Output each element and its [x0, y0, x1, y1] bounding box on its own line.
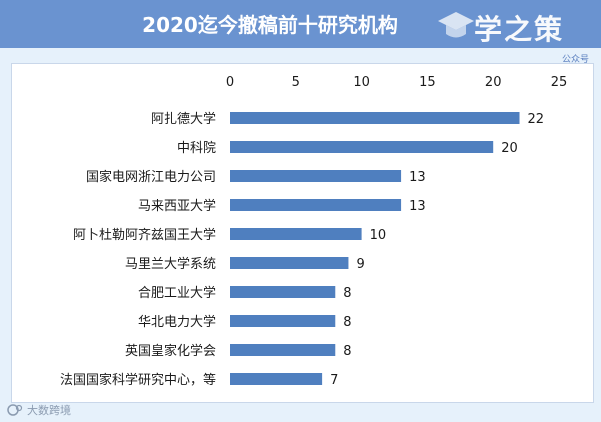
x-tick-label: 15	[419, 75, 436, 90]
bar	[230, 141, 494, 153]
title-banner	[0, 0, 601, 48]
logo-wordmark: 学之策	[474, 13, 565, 46]
x-tick-label: 20	[485, 75, 502, 90]
bar-chart: 0 5 10 15 20 25 阿扎德大学中科院国家电网浙江电力公司马来西亚大学阿卜杜勒阿…	[60, 75, 568, 388]
category-label: 法国国家科学研究中心，等	[60, 372, 216, 388]
data-label: 13	[409, 199, 426, 214]
category-label: 马来西亚大学	[138, 198, 216, 214]
bar	[230, 228, 362, 240]
data-label: 8	[343, 315, 351, 330]
watermark-text: 大数跨境	[27, 404, 71, 417]
data-label: 20	[501, 141, 518, 156]
data-label: 22	[528, 112, 545, 127]
category-label: 中科院	[177, 141, 216, 156]
watermark-logo-icon	[7, 404, 23, 416]
category-label: 英国皇家化学会	[125, 343, 216, 359]
chart-title: 2020迄今撤稿前十研究机构	[142, 13, 398, 37]
category-label: 国家电网浙江电力公司	[86, 169, 216, 185]
category-label: 合肥工业大学	[138, 285, 216, 301]
logo-subtext: 公众号	[562, 55, 590, 65]
x-tick-label: 5	[292, 75, 300, 90]
bar	[230, 257, 349, 269]
x-tick-label: 10	[353, 75, 370, 90]
category-label: 阿卜杜勒阿齐兹国王大学	[73, 227, 216, 243]
bar	[230, 199, 402, 211]
graduation-cap-icon	[438, 12, 474, 38]
data-label: 8	[343, 344, 351, 359]
x-tick-label: 0	[226, 75, 234, 90]
chart-panel: 0 5 10 15 20 25 阿扎德大学中科院国家电网浙江电力公司马来西亚大学阿卜杜勒阿…	[11, 63, 594, 403]
data-label: 10	[370, 228, 387, 243]
data-label: 8	[343, 286, 351, 301]
data-label: 9	[356, 257, 364, 272]
bar	[230, 373, 323, 385]
watermark: 大数跨境	[6, 402, 71, 418]
bar	[230, 170, 402, 182]
data-label: 13	[409, 170, 426, 185]
data-label: 7	[330, 373, 338, 388]
bar	[230, 286, 336, 298]
x-tick-label: 25	[551, 75, 568, 90]
bar	[230, 112, 520, 124]
bar	[230, 344, 336, 356]
category-label: 马里兰大学系统	[125, 256, 216, 272]
category-label: 华北电力大学	[138, 314, 216, 330]
bar	[230, 315, 336, 327]
category-label: 阿扎德大学	[151, 111, 216, 127]
